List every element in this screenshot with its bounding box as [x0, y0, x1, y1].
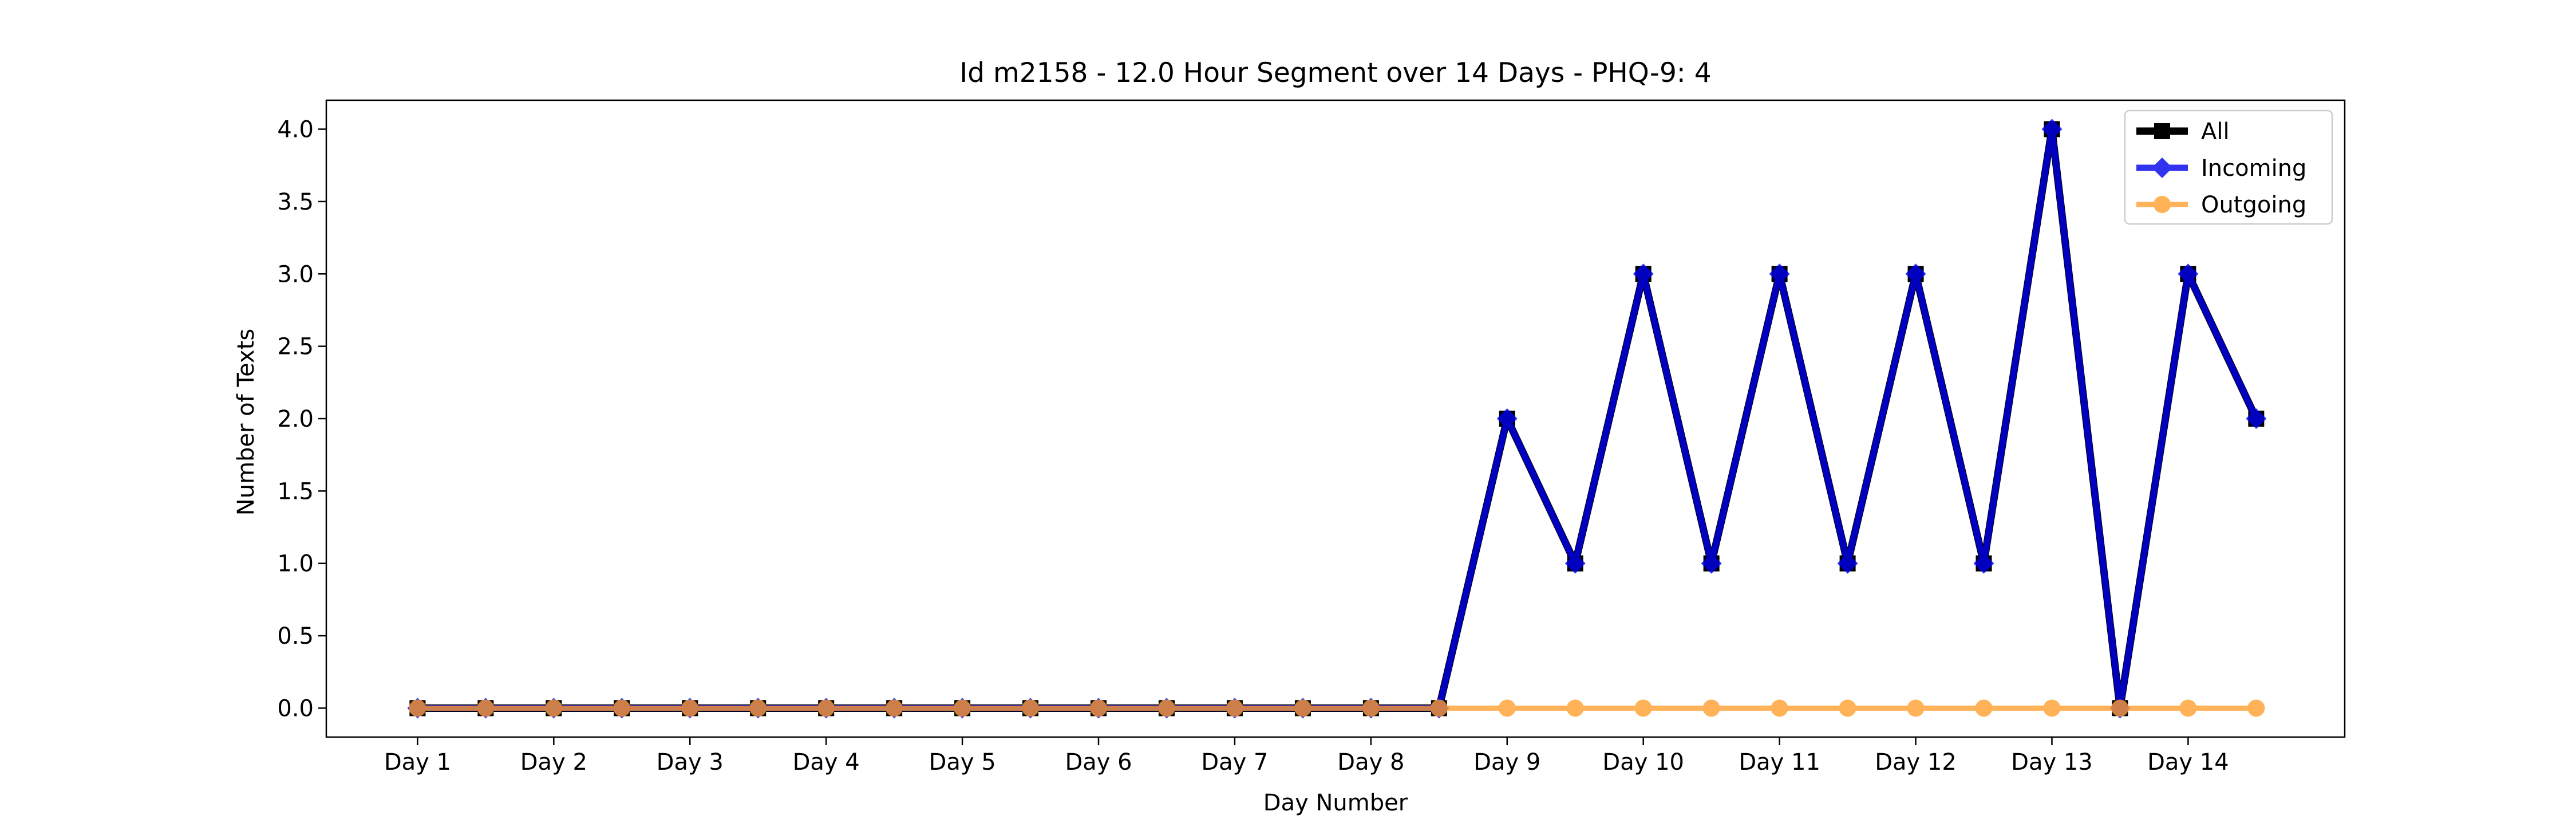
point-outgoing — [1635, 699, 1652, 716]
plot-area: 0.0 0.5 1.0 1.5 2.0 2.5 3.0 3.5 4.0 Day 1 Day 2 Day… — [277, 100, 2345, 775]
x-tick-label: Day 4 — [793, 749, 860, 775]
point-outgoing — [1907, 699, 1925, 716]
point-outgoing — [749, 699, 767, 716]
x-tick-label: Day 3 — [657, 749, 724, 775]
y-tick-label: 2.0 — [277, 406, 314, 432]
point-outgoing — [1771, 699, 1788, 716]
point-outgoing — [1158, 699, 1175, 716]
x-tick-label: Day 6 — [1065, 749, 1132, 775]
point-outgoing — [817, 699, 835, 716]
legend-label-outgoing: Outgoing — [2201, 192, 2306, 218]
point-outgoing — [1567, 699, 1584, 716]
series-incoming — [407, 119, 2266, 719]
legend-label-incoming: Incoming — [2201, 155, 2306, 182]
legend: All Incoming Outgoing — [2125, 111, 2332, 224]
y-tick-label: 1.0 — [277, 551, 314, 577]
legend-label-all: All — [2201, 119, 2230, 145]
point-outgoing — [1022, 699, 1039, 716]
point-outgoing — [1294, 699, 1311, 716]
point-outgoing — [1431, 699, 1448, 716]
point-outgoing — [1362, 699, 1380, 716]
point-outgoing — [613, 699, 630, 716]
x-tick-label: Day 5 — [929, 749, 996, 775]
x-tick-label: Day 10 — [1602, 749, 1684, 775]
x-tick-label: Day 13 — [2011, 749, 2093, 775]
point-outgoing — [886, 699, 903, 716]
x-tick-label: Day 14 — [2147, 749, 2229, 775]
point-outgoing — [1703, 699, 1720, 716]
y-tick-label: 0.5 — [277, 623, 314, 649]
line-incoming — [417, 129, 2256, 708]
legend-marker-outgoing — [2154, 196, 2171, 213]
x-tick-label: Day 2 — [520, 749, 587, 775]
point-outgoing — [2179, 699, 2196, 716]
point-outgoing — [477, 699, 494, 716]
point-outgoing — [954, 699, 971, 716]
x-tick-label: Day 7 — [1201, 749, 1268, 775]
point-outgoing — [1226, 699, 1243, 716]
x-tick-label: Day 8 — [1337, 749, 1404, 775]
y-tick-label: 0.0 — [277, 695, 314, 722]
y-tick-label: 1.5 — [277, 478, 314, 505]
series-outgoing — [409, 699, 2265, 716]
chart-title: Id m2158 - 12.0 Hour Segment over 14 Day… — [959, 57, 1711, 89]
point-outgoing — [1499, 699, 1516, 716]
point-outgoing — [2247, 699, 2265, 716]
x-tick-label: Day 1 — [384, 749, 451, 775]
y-tick-label: 3.0 — [277, 261, 314, 288]
point-outgoing — [1976, 699, 1993, 716]
y-tick-label: 3.5 — [277, 189, 314, 215]
x-tick-label: Day 11 — [1739, 749, 1820, 775]
line-all — [417, 129, 2256, 708]
point-outgoing — [2043, 699, 2060, 716]
legend-marker-all — [2154, 123, 2170, 139]
x-tick-label: Day 9 — [1473, 749, 1540, 775]
point-outgoing — [1839, 699, 1856, 716]
y-tick-label: 4.0 — [277, 117, 314, 143]
point-outgoing — [1090, 699, 1107, 716]
point-outgoing — [545, 699, 562, 716]
point-outgoing — [681, 699, 698, 716]
point-outgoing — [409, 699, 426, 716]
y-axis-label: Number of Texts — [233, 329, 259, 515]
x-tick-label: Day 12 — [1875, 749, 1957, 775]
series-all — [409, 121, 2264, 716]
y-tick-label: 2.5 — [277, 334, 314, 360]
point-outgoing — [2111, 699, 2128, 716]
x-axis-label: Day Number — [1263, 790, 1408, 816]
